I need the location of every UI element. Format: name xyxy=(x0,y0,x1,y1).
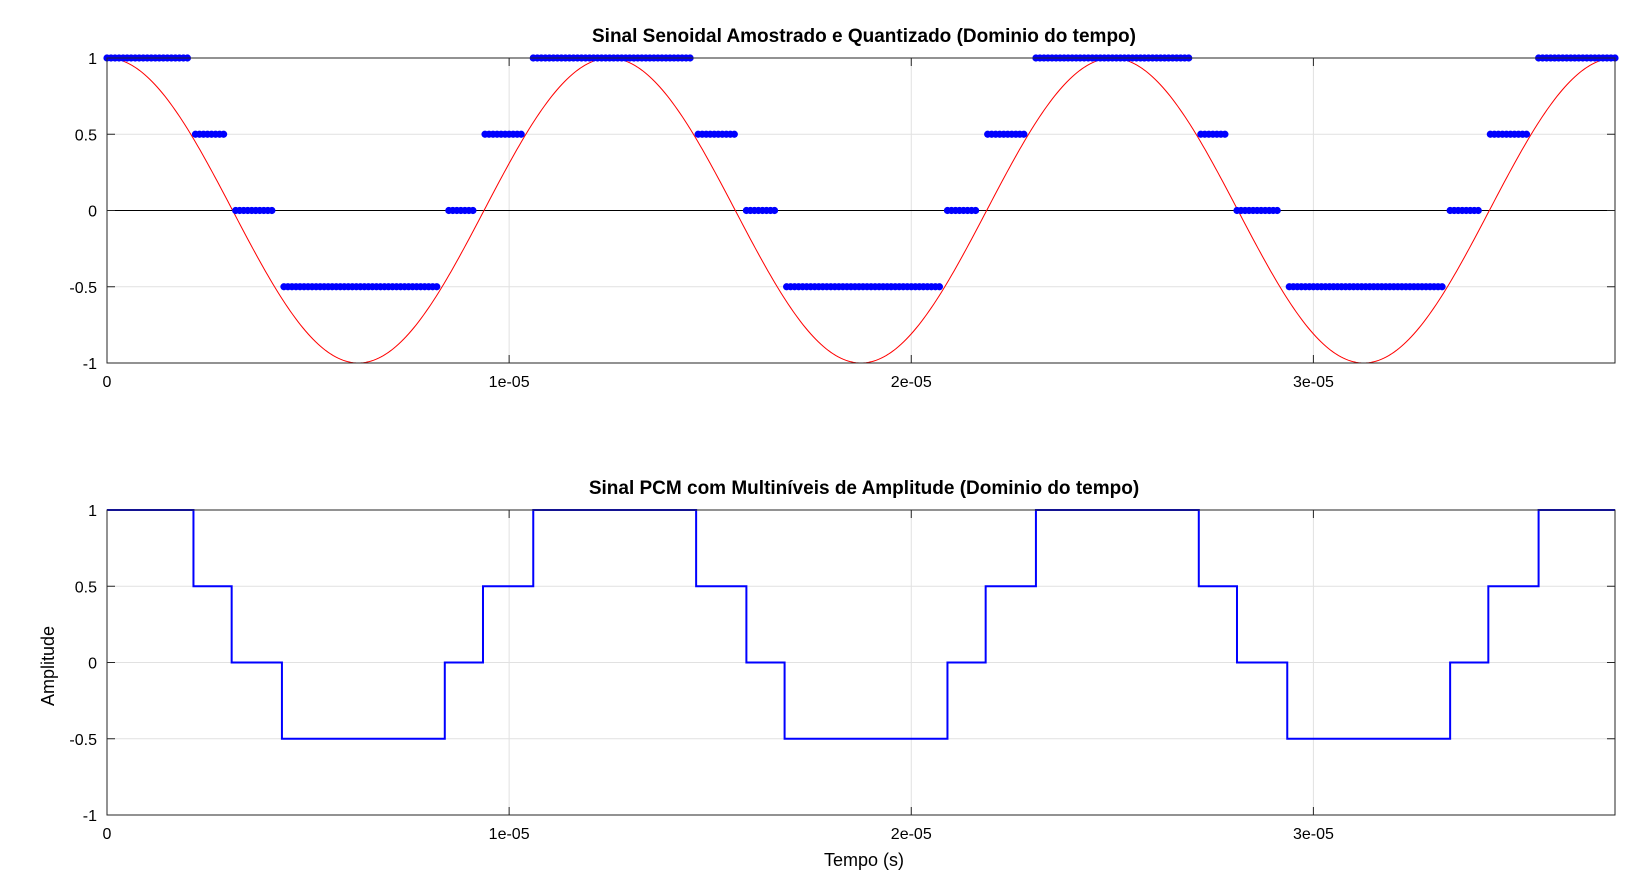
y-tick-label: 0 xyxy=(88,204,97,221)
sample-point xyxy=(730,130,738,138)
sample-points-series xyxy=(103,54,1619,291)
y-tick-labels: -1 -0.5 0 0.5 1 xyxy=(69,51,97,373)
x-tick-label: 3e-05 xyxy=(1293,374,1334,391)
sampled-signal-plot: 0 1e-05 2e-05 3e-05 -1 -0.5 0 0.5 1 Sinal Senoi… xyxy=(69,26,1619,391)
sample-point xyxy=(1221,130,1229,138)
sample-point xyxy=(1273,206,1281,215)
y-tick-label: 1 xyxy=(88,503,97,520)
sample-point xyxy=(1020,130,1028,138)
x-tick-label: 1e-05 xyxy=(489,374,530,391)
y-tick-labels: -1 -0.5 0 0.5 1 xyxy=(69,503,97,825)
sample-point xyxy=(1522,130,1531,138)
x-tick-labels: 0 1e-05 2e-05 3e-05 xyxy=(103,374,1334,391)
x-tick-label: 0 xyxy=(103,374,112,391)
sample-point xyxy=(517,130,525,138)
pcm-signal-plot: 0 1e-05 2e-05 3e-05 -1 -0.5 0 0.5 1 Sinal PCM c… xyxy=(38,478,1616,870)
sample-point xyxy=(469,206,477,215)
x-tick-label: 0 xyxy=(103,826,112,843)
x-axis-label: Tempo (s) xyxy=(824,850,904,870)
y-tick-label: -1 xyxy=(83,356,97,373)
chart-title: Sinal PCM com Multiníveis de Amplitude (… xyxy=(589,478,1139,499)
y-tick-label: 0.5 xyxy=(75,127,97,144)
x-tick-label: 2e-05 xyxy=(891,826,932,843)
x-tick-label: 2e-05 xyxy=(891,374,932,391)
sample-point xyxy=(433,283,441,291)
sample-point xyxy=(220,130,228,138)
axes-frame xyxy=(106,57,1616,364)
y-tick-label: -0.5 xyxy=(69,732,97,749)
y-axis-label: Amplitude xyxy=(38,626,58,706)
y-tick-label: -1 xyxy=(83,808,97,825)
x-tick-labels: 0 1e-05 2e-05 3e-05 xyxy=(103,826,1334,843)
chart-title: Sinal Senoidal Amostrado e Quantizado (D… xyxy=(592,26,1136,47)
x-tick-label: 3e-05 xyxy=(1293,826,1334,843)
sample-point xyxy=(935,283,944,291)
y-tick-label: 1 xyxy=(88,51,97,68)
sample-point xyxy=(1474,206,1482,215)
sample-point xyxy=(268,206,276,215)
pcm-step-line xyxy=(107,509,1615,740)
sample-point xyxy=(770,206,779,215)
sample-point xyxy=(972,206,980,215)
pcm-step-series xyxy=(107,509,1615,740)
y-tick-label: 0.5 xyxy=(75,579,97,596)
grid xyxy=(107,510,1615,815)
axes-frame xyxy=(106,509,1616,816)
sample-point xyxy=(1438,283,1446,291)
x-tick-label: 1e-05 xyxy=(489,826,530,843)
y-tick-label: 0 xyxy=(88,656,97,673)
y-tick-label: -0.5 xyxy=(69,280,97,297)
